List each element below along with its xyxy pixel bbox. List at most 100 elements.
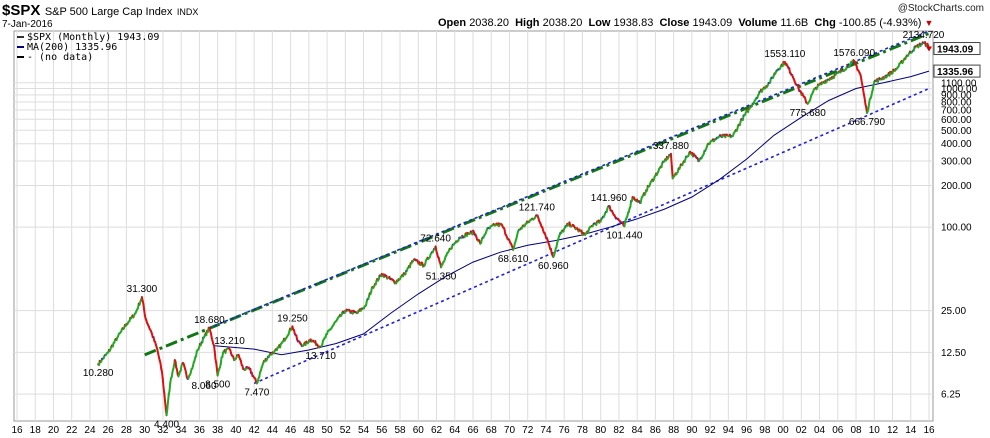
price-annotation: 19.250 (277, 313, 308, 324)
y-tick-label: 500.00 (941, 126, 972, 137)
x-tick-label: 22 (66, 425, 78, 436)
price-annotation: 72.640 (420, 233, 451, 244)
x-tick-label: 36 (194, 425, 206, 436)
close-label: Close (659, 17, 690, 29)
x-tick-label: 12 (887, 425, 899, 436)
price-annotation: 13.210 (214, 336, 245, 347)
price-annotation: 775.680 (790, 108, 827, 119)
ohlc-bar: Open 2038.20 High 2038.20 Low 1938.83 Cl… (438, 17, 933, 29)
price-segment (161, 377, 165, 389)
x-tick-label: 26 (103, 425, 115, 436)
y-axis: 6.25 12.50 25.00 100.00 200.00 300.00 400.00 50… (933, 42, 981, 401)
x-tick-label: 40 (230, 425, 242, 436)
x-tick-label: 82 (613, 425, 625, 436)
x-tick-label: 10 (869, 425, 881, 436)
open-label: Open (438, 17, 467, 29)
price-label: 1943.09 (937, 45, 974, 56)
price-segment (215, 361, 218, 370)
x-tick-label: 64 (449, 425, 461, 436)
x-tick-label: 20 (48, 425, 60, 436)
price-annotation: 1576.090 (833, 48, 875, 59)
price-annotation: 337.880 (653, 141, 690, 152)
x-tick-label: 02 (796, 425, 808, 436)
x-tick-label: 66 (467, 425, 479, 436)
price-annotation: 10.280 (83, 368, 114, 379)
y-tick-label: 6.25 (941, 390, 961, 401)
x-tick-label: 00 (778, 425, 790, 436)
low-value: 1938.83 (613, 17, 654, 29)
index-name: S&P 500 Large Cap Index (44, 6, 173, 18)
x-tick-label: 08 (850, 425, 862, 436)
x-tick-label: 28 (121, 425, 133, 436)
x-tick-label: 16 (11, 425, 23, 436)
x-tick-label: 58 (394, 425, 406, 436)
x-tick-label: 98 (759, 425, 771, 436)
y-tick-label: 900.00 (941, 90, 972, 101)
copyright: @StockCharts.com (897, 3, 984, 14)
annotations: 10.280 31.300 4.400 8.060 18.680 8.500 13.210 7… (83, 30, 945, 430)
y-tick-label: 600.00 (941, 115, 972, 126)
x-tick-label: 30 (139, 425, 151, 436)
legend-label: - (no data) (27, 52, 93, 63)
high-value: 2038.20 (542, 17, 583, 29)
x-tick-label: 04 (814, 425, 826, 436)
legend-label: $SPX (Monthly) 1943.09 (27, 32, 159, 43)
x-tick-label: 60 (413, 425, 425, 436)
x-tick-label: 70 (504, 425, 516, 436)
x-tick-label: 32 (157, 425, 169, 436)
x-tick-label: 46 (285, 425, 297, 436)
x-tick-label: 90 (686, 425, 698, 436)
price-segment (163, 392, 167, 403)
y-tick-label: 1000.00 (941, 84, 978, 95)
x-tick-label: 94 (723, 425, 735, 436)
price-segment (161, 371, 164, 380)
price-annotation: 60.960 (538, 261, 569, 272)
x-tick-label: 18 (30, 425, 42, 436)
x-tick-label: 16 (923, 425, 935, 436)
price-segment (162, 386, 166, 395)
chg-label: Chg (814, 17, 836, 29)
symbol: $SPX (2, 2, 41, 19)
x-axis: 16 18 20 22 24 26 28 30 32 34 36 38 40 42 44 46 48 50 52 54… (11, 425, 935, 436)
price-label-box (933, 42, 981, 56)
price-annotation: 666.790 (849, 117, 886, 128)
y-tick-label: 800.00 (941, 97, 972, 108)
grid (14, 31, 933, 421)
price-segment (863, 96, 867, 106)
chart-date: 7-Jan-2016 (2, 19, 53, 30)
price-annotation: 4.400 (154, 419, 179, 430)
y-tick-label: 200.00 (941, 181, 972, 192)
y-tick-label: 12.50 (941, 348, 966, 359)
x-tick-label: 92 (705, 425, 717, 436)
price-annotation: 141.960 (591, 193, 628, 204)
volume-value: 11.6B (780, 17, 809, 29)
channel-trendline (208, 30, 930, 329)
high-label: High (515, 17, 540, 29)
low-label: Low (588, 17, 611, 29)
price-segment (219, 356, 223, 365)
volume-label: Volume (738, 17, 778, 29)
chart-title: $SPX S&P 500 Large Cap Index INDX (2, 2, 198, 20)
y-tick-label: 25.00 (941, 306, 966, 317)
channel-trendline (253, 87, 930, 385)
price-label-box (933, 64, 981, 78)
price-annotation: 51.350 (426, 271, 457, 282)
chg-value: -100.85 (-4.93%) (838, 17, 922, 29)
price-annotation: 7.470 (244, 387, 269, 398)
price-annotation: 8.060 (192, 381, 217, 392)
x-tick-label: 96 (741, 425, 753, 436)
x-tick-label: 56 (376, 425, 388, 436)
y-tick-label: 700.00 (941, 106, 972, 117)
x-tick-label: 78 (577, 425, 589, 436)
x-tick-label: 80 (595, 425, 607, 436)
price-annotation: 2134.720 (903, 30, 945, 41)
price-segment (174, 360, 178, 369)
x-tick-label: 76 (559, 425, 571, 436)
resistance-trendline (144, 31, 930, 357)
y-tick-label: 300.00 (941, 157, 972, 168)
y-tick-label: 100.00 (941, 223, 972, 234)
x-tick-label: 52 (340, 425, 352, 436)
x-tick-label: 74 (540, 425, 552, 436)
close-value: 1943.09 (692, 17, 733, 29)
